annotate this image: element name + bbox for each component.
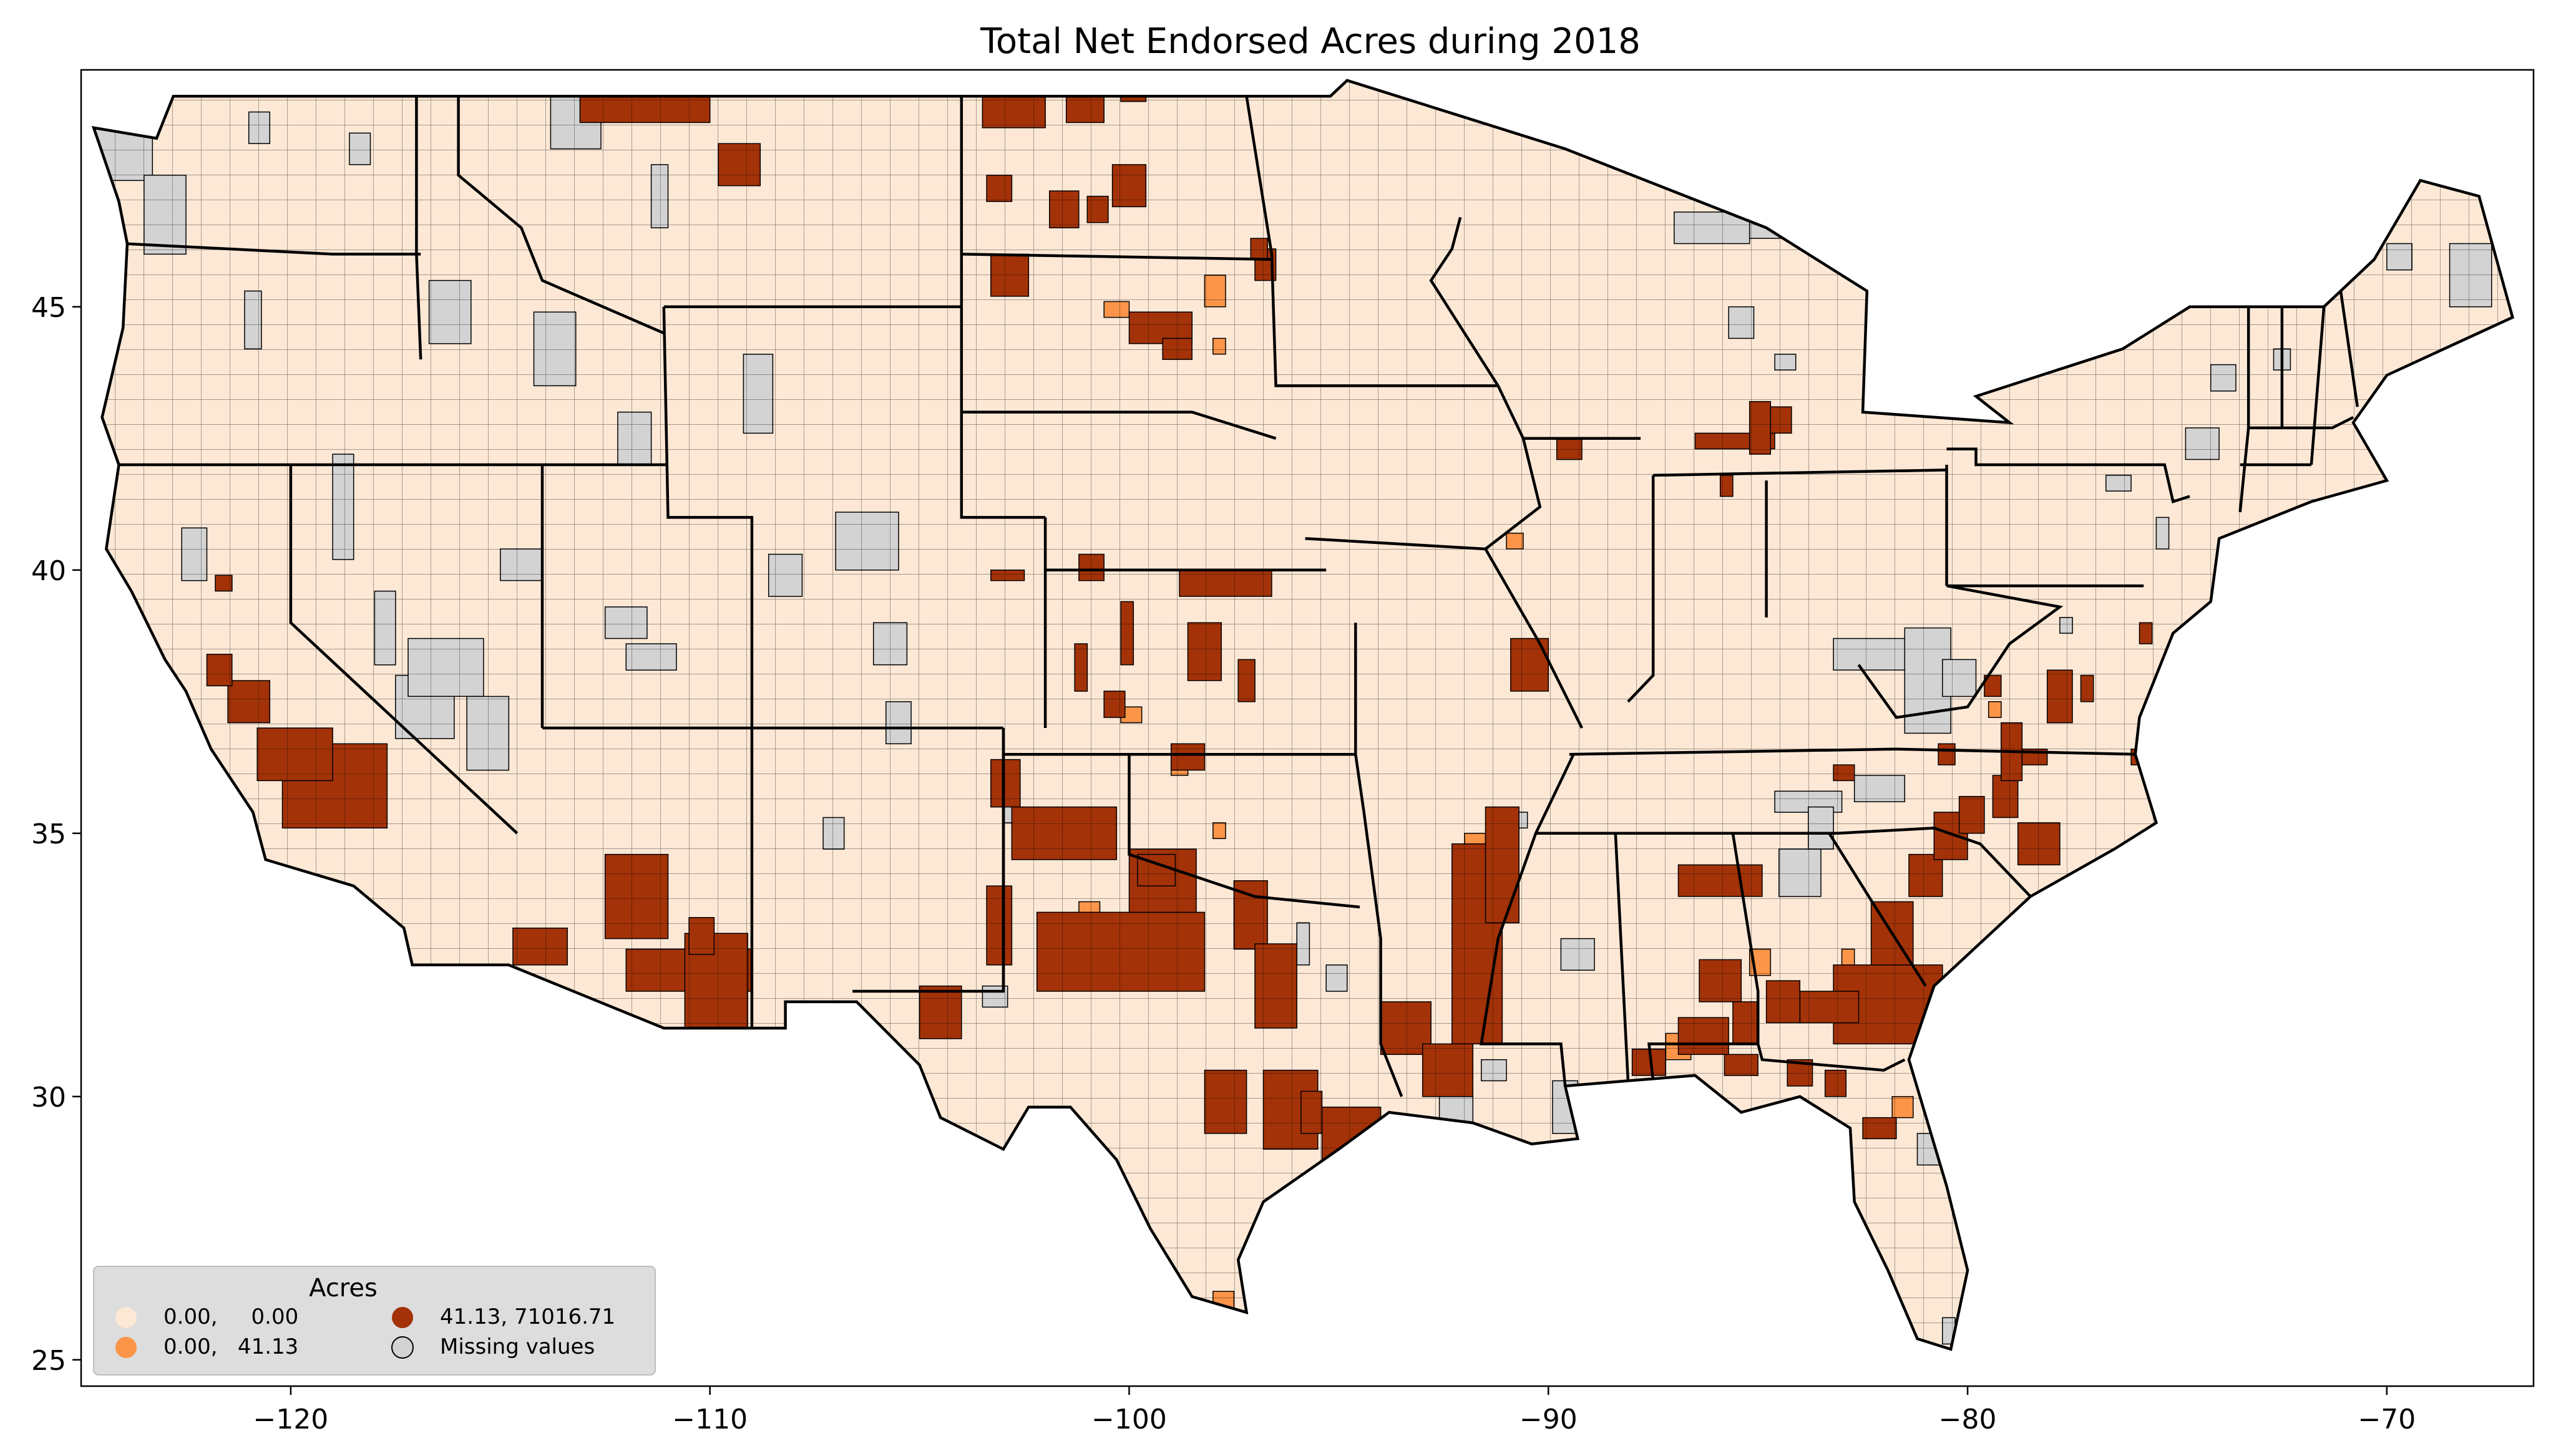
state-line-43: [2339, 291, 2359, 407]
state-line-37: [1857, 584, 2064, 719]
state-line-13: [961, 253, 1272, 261]
x-tick-label-4: −80: [1939, 1404, 1997, 1435]
legend-label-2: 41.13, 71016.71: [440, 1304, 615, 1329]
legend-title: Acres: [309, 1274, 378, 1303]
y-tick-label-0: 25: [31, 1345, 66, 1377]
state-line-18: [1245, 95, 1498, 387]
legend: Acres 0.00, 0.00 0.00, 41.13 41.13, 71016.7…: [93, 1266, 656, 1376]
state-line-30: [1569, 747, 2140, 756]
us-outline: [91, 79, 2515, 1351]
chart-title: Total Net Endorsed Acres during 2018: [980, 21, 1641, 62]
y-tick-label-4: 45: [31, 292, 66, 324]
axes-frame: [80, 69, 2535, 1387]
state-line-33: [1614, 833, 1630, 1081]
legend-label-3: Missing values: [440, 1334, 595, 1359]
x-tick-label-0: −120: [253, 1404, 328, 1435]
state-line-8: [960, 96, 1046, 519]
state-line-31: [1480, 754, 1575, 1087]
legend-box: [93, 1266, 656, 1376]
y-tick-label-1: 30: [31, 1082, 66, 1114]
state-line-26: [1653, 468, 1947, 477]
x-tick-label-3: −90: [1519, 1404, 1578, 1435]
x-tick-label-5: −70: [2358, 1404, 2416, 1435]
legend-marker-3: [391, 1336, 414, 1359]
state-line-17: [1128, 754, 1360, 909]
state-line-39: [2310, 306, 2326, 465]
legend-marker-1: [115, 1337, 137, 1358]
state-boundaries: [114, 95, 2359, 1097]
state-line-21: [1483, 385, 1584, 729]
state-line-24: [1627, 475, 1655, 703]
state-line-19: [1305, 536, 1486, 551]
legend-label-1: 0.00, 41.13: [163, 1334, 298, 1359]
legend-label-0: 0.00, 0.00: [163, 1304, 298, 1329]
state-line-12: [852, 728, 1005, 993]
state-line-1: [123, 242, 421, 256]
state-line-5: [662, 306, 754, 728]
state-line-14: [961, 410, 1277, 440]
state-line-3: [289, 465, 519, 835]
legend-marker-0: [115, 1307, 137, 1328]
state-line-28: [1946, 447, 2190, 503]
state-line-20: [1354, 623, 1403, 1097]
axes: −120 −110 −100 −90 −80 −70 25 30 35 40 45: [31, 69, 2535, 1435]
state-line-40: [2248, 415, 2354, 430]
state-line-36: [1828, 832, 1927, 987]
state-line-22: [1429, 216, 1500, 387]
legend-marker-2: [392, 1307, 413, 1328]
state-line-6: [457, 96, 665, 335]
x-tick-label-1: −110: [672, 1404, 748, 1435]
y-tick-label-2: 35: [31, 818, 66, 850]
state-line-35: [1757, 1043, 1906, 1072]
x-tick-label-2: −100: [1091, 1404, 1167, 1435]
y-tick-label-3: 40: [31, 555, 66, 587]
